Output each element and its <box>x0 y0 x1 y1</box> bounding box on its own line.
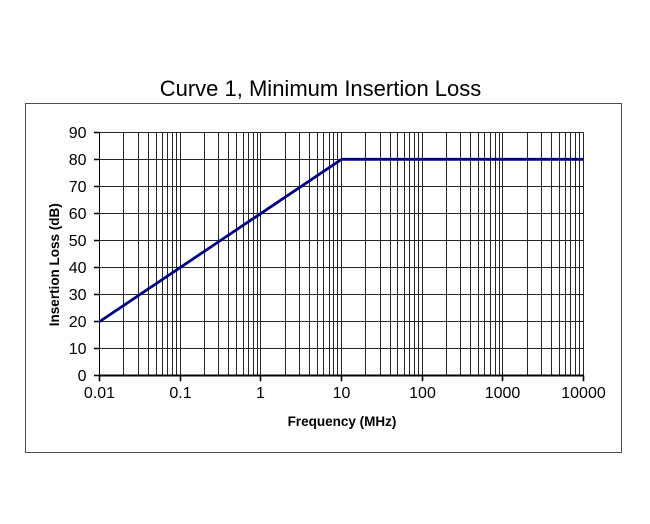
svg-text:40: 40 <box>69 260 87 277</box>
svg-text:Frequency (MHz): Frequency (MHz) <box>288 414 397 429</box>
svg-text:90: 90 <box>69 125 87 142</box>
svg-text:70: 70 <box>69 179 87 196</box>
svg-text:60: 60 <box>69 206 87 223</box>
svg-text:10: 10 <box>69 341 87 358</box>
svg-text:1000: 1000 <box>485 385 521 402</box>
svg-text:0.01: 0.01 <box>84 385 115 402</box>
svg-text:10000: 10000 <box>561 385 606 402</box>
svg-text:0.1: 0.1 <box>169 385 191 402</box>
svg-text:0: 0 <box>78 368 87 385</box>
svg-text:20: 20 <box>69 314 87 331</box>
svg-text:80: 80 <box>69 152 87 169</box>
svg-text:30: 30 <box>69 287 87 304</box>
svg-text:Curve 1, Minimum Insertion Los: Curve 1, Minimum Insertion Loss <box>160 76 482 101</box>
svg-text:Insertion Loss (dB): Insertion Loss (dB) <box>47 203 62 326</box>
svg-text:50: 50 <box>69 233 87 250</box>
svg-text:1: 1 <box>256 385 265 402</box>
svg-text:10: 10 <box>333 385 351 402</box>
svg-text:100: 100 <box>409 385 436 402</box>
